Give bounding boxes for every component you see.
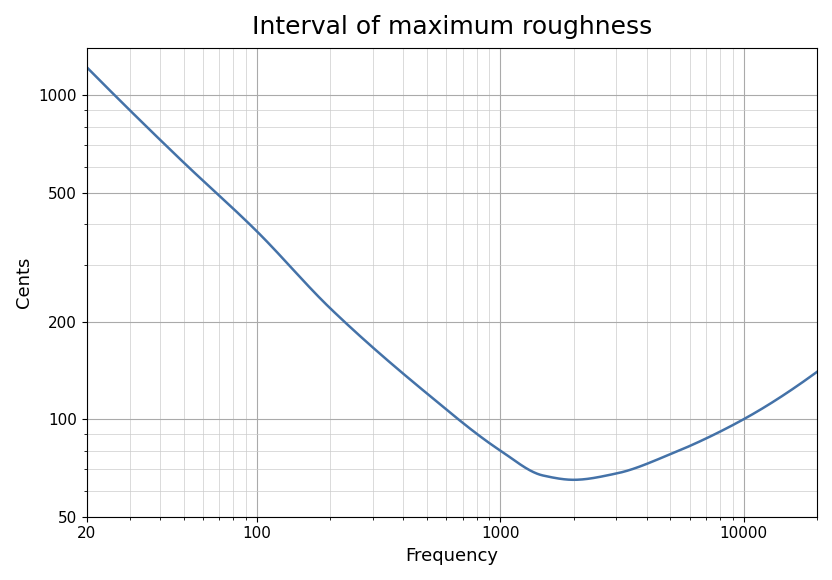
Title: Interval of maximum roughness: Interval of maximum roughness	[252, 15, 652, 39]
X-axis label: Frequency: Frequency	[405, 547, 498, 565]
Y-axis label: Cents: Cents	[15, 256, 33, 308]
